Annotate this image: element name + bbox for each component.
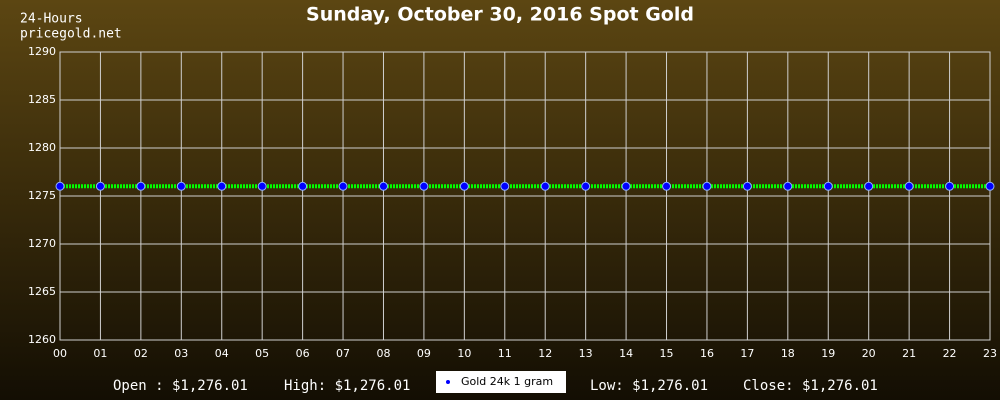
point bbox=[500, 181, 510, 191]
legend-box bbox=[436, 371, 566, 393]
stat: High: $1,276.01 bbox=[284, 378, 410, 394]
x-tick-label: 00 bbox=[53, 347, 67, 360]
point bbox=[540, 181, 550, 191]
point bbox=[459, 181, 469, 191]
point bbox=[985, 181, 995, 191]
point bbox=[217, 181, 227, 191]
point bbox=[823, 181, 833, 191]
chart-title: Sunday, October 30, 2016 Spot Gold bbox=[306, 4, 694, 26]
x-tick-label: 06 bbox=[296, 347, 310, 360]
point bbox=[945, 181, 955, 191]
x-tick-label: 16 bbox=[700, 347, 714, 360]
point bbox=[176, 181, 186, 191]
point bbox=[783, 181, 793, 191]
x-tick-label: 11 bbox=[498, 347, 512, 360]
point bbox=[298, 181, 308, 191]
y-tick-label: 1290 bbox=[28, 45, 56, 58]
point bbox=[581, 181, 591, 191]
x-tick-label: 23 bbox=[983, 347, 997, 360]
point bbox=[742, 181, 752, 191]
legend-marker bbox=[446, 380, 450, 384]
point bbox=[621, 181, 631, 191]
x-tick-label: 21 bbox=[902, 347, 916, 360]
x-tick-label: 19 bbox=[821, 347, 835, 360]
point bbox=[904, 181, 914, 191]
x-tick-label: 05 bbox=[255, 347, 269, 360]
subtitle: pricegold.net bbox=[20, 27, 122, 42]
x-tick-label: 01 bbox=[93, 347, 107, 360]
x-tick-label: 09 bbox=[417, 347, 431, 360]
y-tick-label: 1285 bbox=[28, 93, 56, 106]
x-tick-label: 18 bbox=[781, 347, 795, 360]
point bbox=[338, 181, 348, 191]
y-tick-label: 1275 bbox=[28, 189, 56, 202]
legend-label: Gold 24k 1 gram bbox=[461, 375, 553, 388]
subtitle: 24-Hours bbox=[20, 12, 83, 27]
x-tick-label: 14 bbox=[619, 347, 633, 360]
point bbox=[662, 181, 672, 191]
x-tick-label: 02 bbox=[134, 347, 148, 360]
y-tick-label: 1260 bbox=[28, 333, 56, 346]
x-tick-label: 20 bbox=[862, 347, 876, 360]
x-tick-label: 17 bbox=[740, 347, 754, 360]
legend: Gold 24k 1 gram bbox=[436, 371, 566, 393]
x-tick-label: 13 bbox=[579, 347, 593, 360]
x-tick-label: 15 bbox=[660, 347, 674, 360]
x-tick-label: 07 bbox=[336, 347, 350, 360]
x-tick-label: 04 bbox=[215, 347, 229, 360]
point bbox=[257, 181, 267, 191]
stat: Low: $1,276.01 bbox=[590, 378, 708, 394]
x-tick-label: 03 bbox=[174, 347, 188, 360]
point bbox=[864, 181, 874, 191]
point bbox=[95, 181, 105, 191]
y-tick-label: 1265 bbox=[28, 285, 56, 298]
x-tick-label: 22 bbox=[943, 347, 957, 360]
point bbox=[136, 181, 146, 191]
point bbox=[419, 181, 429, 191]
stat: Open : $1,276.01 bbox=[113, 378, 248, 394]
y-tick-label: 1270 bbox=[28, 237, 56, 250]
point bbox=[55, 181, 65, 191]
x-tick-label: 12 bbox=[538, 347, 552, 360]
x-tick-label: 10 bbox=[457, 347, 471, 360]
point bbox=[702, 181, 712, 191]
x-tick-label: 08 bbox=[376, 347, 390, 360]
stat: Close: $1,276.01 bbox=[743, 378, 878, 394]
point bbox=[378, 181, 388, 191]
y-tick-label: 1280 bbox=[28, 141, 56, 154]
